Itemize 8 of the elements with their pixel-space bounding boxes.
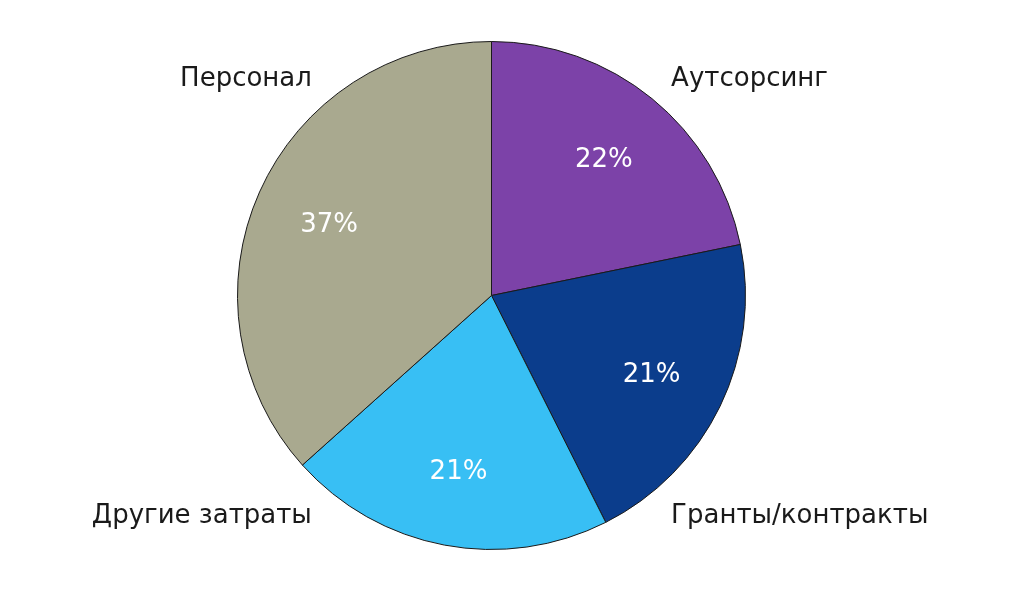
data-label: 37%: [300, 208, 359, 239]
slice-label: Персонал: [180, 62, 312, 93]
slice-label: Гранты/контракты: [671, 498, 929, 529]
data-label: 21%: [622, 358, 681, 388]
data-label: 21%: [429, 455, 488, 486]
slice-label: Аутсорсинг: [671, 62, 829, 93]
data-label: 22%: [575, 142, 633, 173]
slice-label: Другие затраты: [91, 498, 312, 529]
